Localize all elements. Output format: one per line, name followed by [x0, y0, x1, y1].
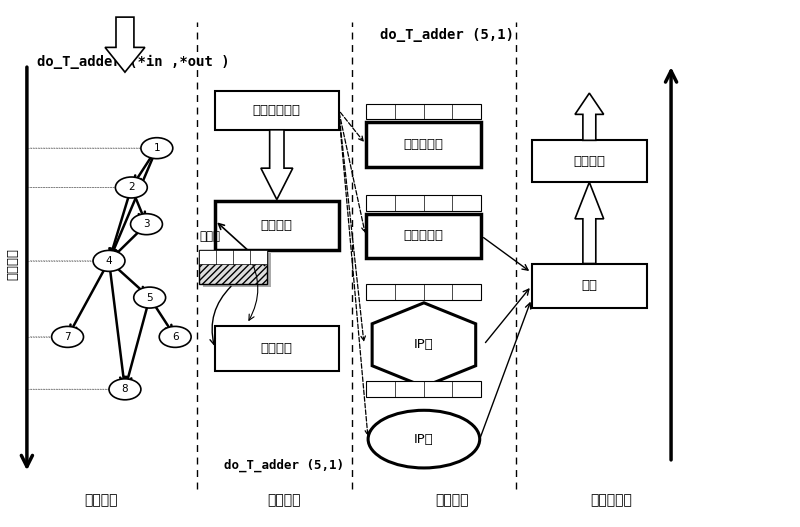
Bar [215, 201, 338, 250]
Circle shape [141, 138, 173, 159]
Circle shape [130, 214, 162, 235]
Text: 任务生成: 任务生成 [7, 248, 20, 279]
Text: 7: 7 [64, 332, 71, 342]
Circle shape [52, 326, 83, 347]
Text: 1: 1 [154, 143, 160, 153]
Bar [366, 196, 482, 211]
Bar [215, 326, 338, 371]
Circle shape [109, 379, 141, 400]
Bar [215, 91, 338, 130]
Circle shape [93, 250, 125, 271]
Text: do_T_adder (*in ,*out ): do_T_adder (*in ,*out ) [38, 55, 230, 69]
Bar [531, 264, 647, 308]
Text: 通用处理器: 通用处理器 [403, 229, 443, 242]
Text: 任务执行: 任务执行 [435, 493, 469, 508]
Polygon shape [261, 130, 293, 200]
Text: IP核: IP核 [414, 338, 434, 352]
Polygon shape [575, 93, 604, 140]
Text: 6: 6 [172, 332, 178, 342]
Text: 任务划分: 任务划分 [261, 219, 293, 232]
Text: do_T_adder (5,1): do_T_adder (5,1) [225, 458, 345, 472]
Text: 5: 5 [146, 292, 153, 302]
Text: 变量表: 变量表 [199, 230, 220, 242]
Text: 变量分配: 变量分配 [84, 493, 118, 508]
Bar [366, 104, 482, 119]
Circle shape [134, 287, 166, 308]
Ellipse shape [368, 411, 480, 468]
Bar [203, 253, 271, 287]
Bar [199, 250, 267, 285]
Bar [366, 122, 482, 167]
Text: 可重构控制器: 可重构控制器 [253, 104, 301, 116]
Text: 乱序执行: 乱序执行 [261, 342, 293, 355]
Text: 任务划分: 任务划分 [268, 493, 301, 508]
Polygon shape [372, 303, 476, 387]
Text: do_T_adder (5,1): do_T_adder (5,1) [380, 28, 514, 43]
Bar [531, 140, 647, 182]
Text: 通用处理器: 通用处理器 [403, 138, 443, 151]
Text: 8: 8 [122, 384, 128, 394]
Text: 同步与提交: 同步与提交 [590, 493, 632, 508]
Bar [366, 382, 482, 397]
Polygon shape [575, 182, 604, 264]
Text: 同步: 同步 [582, 279, 598, 292]
Bar [366, 214, 482, 258]
Text: 4: 4 [106, 256, 112, 266]
Polygon shape [105, 17, 145, 72]
Bar [199, 250, 267, 264]
Text: 3: 3 [143, 219, 150, 229]
Bar [366, 285, 482, 300]
Circle shape [159, 326, 191, 347]
Text: IP核: IP核 [414, 433, 434, 446]
Circle shape [115, 177, 147, 198]
Text: 任务返回: 任务返回 [574, 155, 606, 168]
Text: 2: 2 [128, 182, 134, 192]
